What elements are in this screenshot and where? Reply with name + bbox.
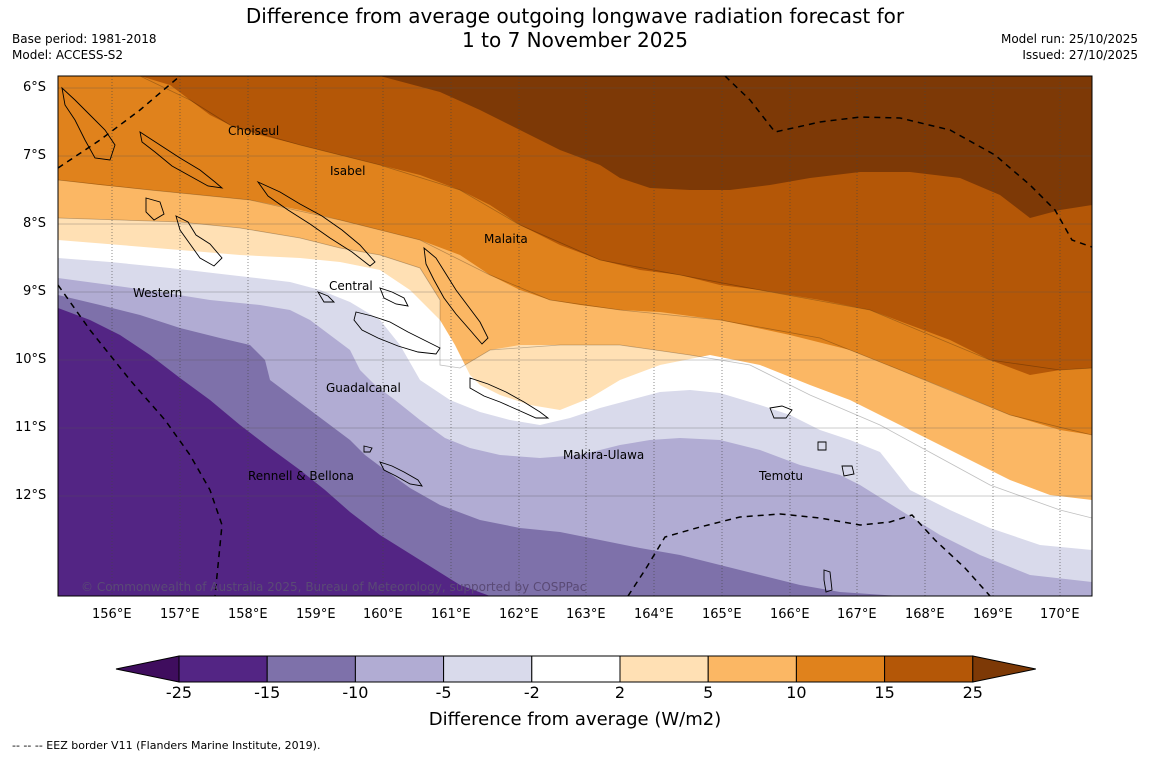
region-label-rennell-bellona: Rennell & Bellona [248,469,355,483]
island-vella-lavella [145,197,165,221]
lon-label: 157°E [160,607,200,622]
colorbar-tick: -15 [254,683,281,702]
island-santa-cruz [769,405,793,419]
lat-label: 6°S [23,80,47,95]
colorbar-tick: 15 [874,683,895,702]
colorbar-tick: 25 [962,683,983,702]
island-bellona [363,445,373,453]
meta-left: Base period: 1981-2018 Model: ACCESS-S2 [12,31,157,63]
colorbar [115,655,1036,683]
lat-label: 8°S [23,216,47,231]
region-label-malaita: Malaita [484,232,528,246]
island-temotu-small-2 [841,465,855,477]
island-new-georgia [175,215,223,267]
colorbar-tick: -25 [165,683,193,702]
lon-label: 167°E [837,607,877,622]
colorbar-segment [443,655,533,683]
lat-label: 9°S [23,284,47,299]
contour-lines [58,76,1092,519]
lon-label: 163°E [566,607,606,622]
lon-label: 164°E [634,607,674,622]
colorbar-tick: 5 [703,683,714,702]
copyright-notice: © Commonwealth of Australia 2025, Bureau… [81,580,587,594]
colorbar-tick: -2 [523,683,540,702]
lon-label: 160°E [363,607,403,622]
region-label-temotu: Temotu [759,469,804,483]
colorbar-segment [354,655,445,683]
band-gt-25 [380,76,1092,218]
lon-label: 166°E [770,607,810,622]
lon-label: 169°E [973,607,1013,622]
colorbar-tick: -10 [342,683,369,702]
lon-label: 162°E [499,607,539,622]
colorbar-segment [619,655,709,683]
island-isabel [256,180,376,267]
lon-label: 168°E [905,607,945,622]
colorbar-tick: 10 [786,683,807,702]
colorbar-extension-low [115,655,180,683]
chart-title: Difference from average outgoing longwav… [0,4,1150,52]
model-run: Model run: 25/10/2025 [1000,32,1138,46]
lat-label: 10°S [15,352,47,367]
island-anuta [823,569,833,593]
issued-date: Issued: 27/10/2025 [1022,48,1138,62]
colorbar-segment [178,655,268,683]
eez-footnote: -- -- -- EEZ border V11 (Flanders Marine… [12,739,321,752]
region-label-western: Western [133,286,183,300]
island-makira [469,377,550,419]
colorbar-segment [531,655,621,683]
lon-label: 165°E [702,607,742,622]
colorbar-tick: -5 [435,683,452,702]
map-frame [57,75,1093,597]
lon-label: 159°E [296,607,336,622]
island-temotu-small-1 [817,441,827,451]
region-label-choiseul: Choiseul [228,124,280,138]
colorbar-segment [707,655,797,683]
colorbar-extension-high [972,655,1036,683]
island-nggela [379,287,409,307]
region-label-isabel: Isabel [330,164,366,178]
island-bougainville [61,86,116,161]
region-label-central: Central [329,279,373,293]
island-coastlines [61,86,855,593]
lat-label: 7°S [23,148,47,163]
lon-label: 156°E [92,607,132,622]
map-fill-bands [58,76,1092,596]
island-russell [316,291,336,303]
island-rennell [379,461,423,487]
meta-right: Model run: 25/10/2025 Issued: 27/10/2025 [1001,31,1138,63]
region-label-makira-ulawa: Makira-Ulawa [563,448,645,462]
island-guadalcanal [353,311,441,355]
colorbar-segment [795,655,886,683]
lon-label: 170°E [1040,607,1080,622]
island-choiseul [139,131,224,189]
colorbar-segment [884,655,974,683]
colorbar-label: Difference from average (W/m2) [428,709,722,730]
region-label-guadalcanal: Guadalcanal [326,381,401,395]
title-line-1: Difference from average outgoing longwav… [245,4,905,28]
title-line-2: 1 to 7 November 2025 [462,28,688,52]
colorbar-tick: 2 [614,683,626,702]
colorbar-segment [266,655,356,683]
lat-label: 12°S [15,488,47,503]
lat-label: 11°S [15,420,47,435]
eez-border [58,76,1092,596]
latitude-lines [58,87,1092,497]
band-neg15-neg25 [58,308,490,596]
model-name: Model: ACCESS-S2 [12,48,124,62]
lon-label: 158°E [228,607,268,622]
island-malaita [423,246,489,345]
lon-label: 161°E [431,607,471,622]
base-period: Base period: 1981-2018 [12,32,157,46]
